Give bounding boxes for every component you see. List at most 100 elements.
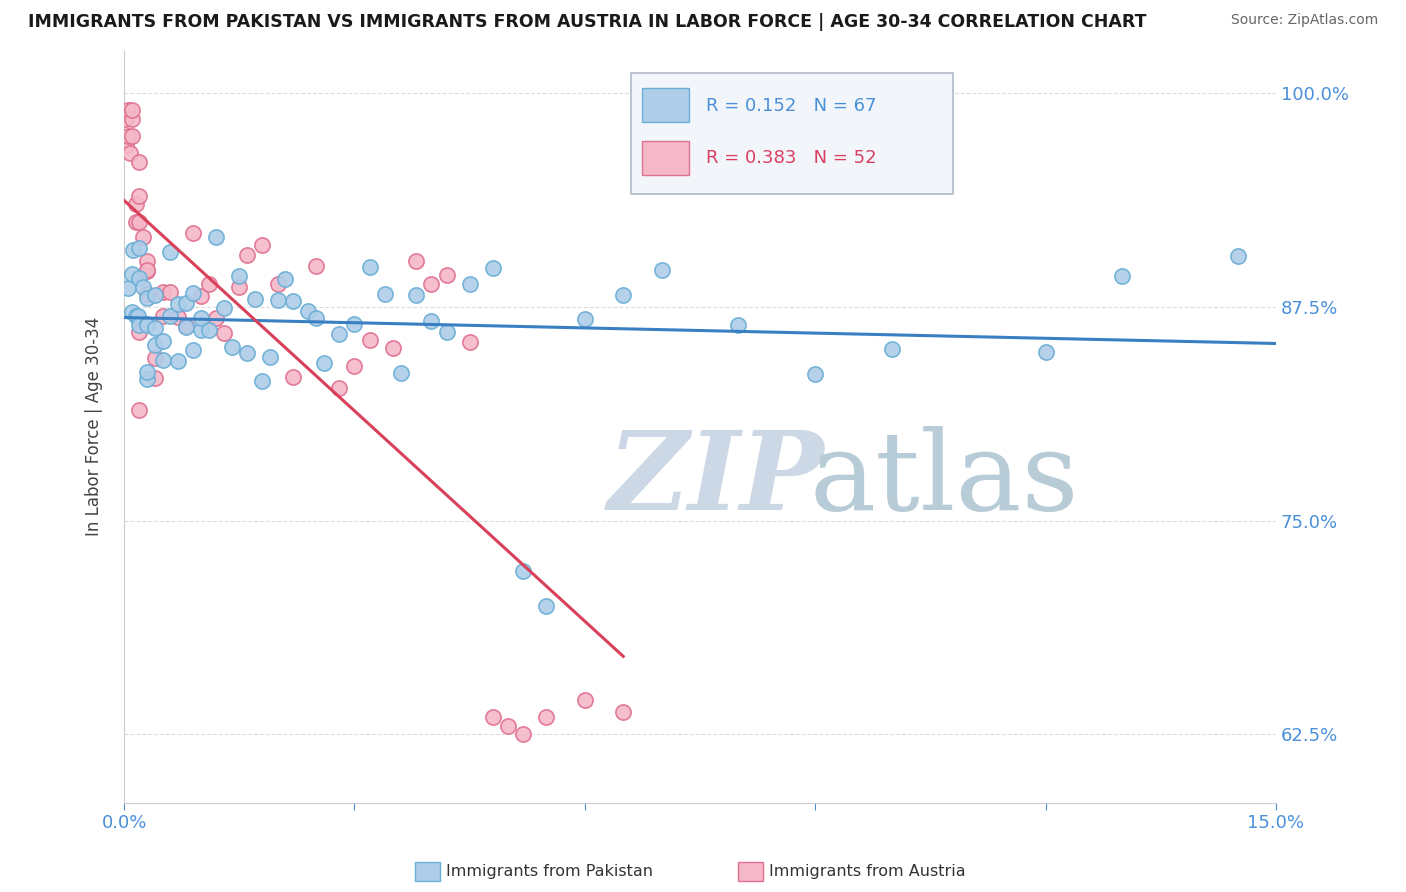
Point [252, 238, 274, 252]
Point [121, 103, 143, 118]
Point [152, 285, 174, 300]
Point [143, 288, 166, 302]
Point [512, 727, 534, 741]
Point [328, 380, 350, 394]
Point [117, 129, 139, 144]
Point [281, 293, 304, 308]
Point [167, 310, 190, 324]
Point [1035, 345, 1057, 359]
Point [305, 311, 328, 326]
Bar [643, 88, 689, 122]
Point [574, 693, 596, 707]
Point [1226, 249, 1249, 263]
Point [124, 309, 146, 323]
Point [115, 112, 138, 126]
Point [197, 277, 219, 292]
Point [481, 710, 503, 724]
Point [205, 230, 228, 244]
Point [190, 289, 212, 303]
Point [136, 254, 159, 268]
Point [159, 309, 181, 323]
Point [128, 214, 150, 228]
Point [374, 287, 396, 301]
Point [259, 350, 281, 364]
Bar [643, 141, 689, 175]
Point [124, 214, 146, 228]
Point [496, 719, 519, 733]
Point [267, 293, 290, 307]
Point [1111, 269, 1133, 284]
Point [305, 259, 328, 273]
Point [536, 710, 558, 724]
Point [236, 248, 259, 262]
Text: Immigrants from Austria: Immigrants from Austria [769, 864, 966, 879]
Point [174, 320, 197, 334]
Point [128, 318, 150, 332]
Point [458, 277, 481, 291]
Point [174, 318, 197, 333]
Point [436, 268, 458, 282]
Point [436, 326, 458, 340]
Text: atlas: atlas [810, 425, 1078, 533]
Point [136, 286, 159, 301]
Point [458, 335, 481, 350]
Point [236, 346, 259, 360]
Point [143, 338, 166, 352]
Point [128, 271, 150, 285]
Point [727, 318, 749, 332]
Point [804, 367, 827, 381]
Point [389, 366, 412, 380]
Point [118, 146, 141, 161]
Point [117, 281, 139, 295]
Point [167, 297, 190, 311]
Point [136, 264, 159, 278]
Point [181, 226, 204, 240]
Point [121, 129, 143, 144]
Point [136, 263, 159, 277]
Point [228, 279, 250, 293]
Text: Source: ZipAtlas.com: Source: ZipAtlas.com [1230, 13, 1378, 28]
Text: Immigrants from Pakistan: Immigrants from Pakistan [446, 864, 652, 879]
Point [136, 318, 159, 332]
Point [128, 154, 150, 169]
Point [121, 112, 143, 126]
Point [143, 321, 166, 335]
Point [405, 254, 427, 268]
Point [190, 323, 212, 337]
Point [121, 305, 143, 319]
Point [343, 359, 366, 374]
Point [132, 279, 155, 293]
Text: IMMIGRANTS FROM PAKISTAN VS IMMIGRANTS FROM AUSTRIA IN LABOR FORCE | AGE 30-34 C: IMMIGRANTS FROM PAKISTAN VS IMMIGRANTS F… [28, 13, 1147, 31]
Point [536, 599, 558, 613]
Point [405, 288, 427, 302]
Point [312, 356, 335, 370]
Point [128, 189, 150, 203]
Point [122, 243, 145, 257]
Point [136, 372, 159, 386]
Point [136, 291, 159, 305]
Point [197, 323, 219, 337]
Point [481, 261, 503, 276]
Point [114, 137, 136, 152]
Point [328, 327, 350, 342]
Point [152, 309, 174, 323]
Point [152, 353, 174, 368]
Point [612, 287, 634, 301]
Point [359, 260, 381, 275]
Point [212, 326, 235, 340]
Point [128, 402, 150, 417]
Point [167, 353, 190, 368]
Point [190, 310, 212, 325]
Point [124, 197, 146, 211]
Point [252, 374, 274, 388]
Point [174, 296, 197, 310]
Point [297, 304, 319, 318]
Text: R = 0.383   N = 52: R = 0.383 N = 52 [706, 149, 876, 167]
Point [274, 272, 297, 286]
Point [205, 310, 228, 325]
Point [152, 334, 174, 348]
Point [651, 263, 673, 277]
Point [212, 301, 235, 315]
Point [221, 340, 243, 354]
Point [359, 333, 381, 347]
